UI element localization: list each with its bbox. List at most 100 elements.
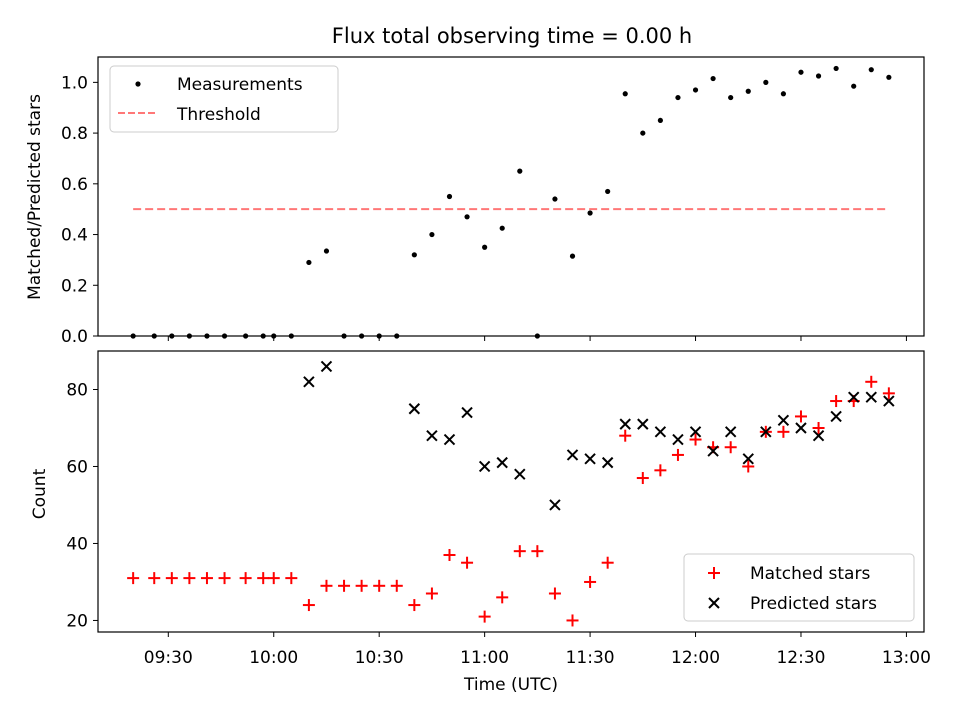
measurement-point	[499, 225, 505, 231]
count-x-tick-label: 11:00	[460, 648, 509, 668]
count-y-tick-label: 20	[66, 611, 88, 631]
matched-star-point	[373, 579, 386, 592]
matched-star-point	[812, 421, 825, 434]
measurement-point	[815, 73, 822, 79]
matched-star-point	[218, 572, 231, 585]
measurement-point	[657, 117, 663, 124]
count-y-tick-label: 40	[66, 534, 88, 554]
predicted-star-point	[742, 453, 754, 465]
matched-star-point	[443, 549, 456, 562]
ratio-legend-box	[109, 65, 339, 133]
count-panel: 20 40 60 80 09:30 10:00 10:30 11:00 11:30 12:00 1…	[30, 350, 931, 695]
predicted-star-point	[830, 410, 842, 423]
measurement-point	[429, 231, 435, 238]
measurement-point	[517, 168, 523, 174]
predicted-star-point	[601, 456, 614, 469]
matched-star-point	[654, 464, 667, 477]
ratio-y-tick-label: 0.4	[61, 226, 88, 246]
matched-star-point	[148, 572, 161, 585]
measurement-point	[868, 67, 874, 73]
predicted-star-point	[689, 426, 702, 438]
measurement-point	[745, 88, 751, 94]
matched-star-point	[257, 572, 270, 585]
count-x-tick-label: 11:30	[566, 648, 615, 668]
matched-star-point	[267, 572, 280, 585]
measurement-point	[833, 65, 839, 72]
measurement-point	[411, 252, 417, 258]
predicted-star-point	[654, 426, 667, 438]
matched-star-point	[689, 433, 702, 446]
predicted-star-point	[514, 468, 526, 480]
predicted-star-point	[672, 433, 684, 446]
ratio-legend: Measurements Threshold	[109, 65, 339, 133]
matched-star-point	[566, 614, 579, 627]
ratio-y-axis: 0.0 0.2 0.4 0.6 0.8 1.0	[61, 73, 98, 347]
matched-star-point	[619, 429, 632, 442]
predicted-star-point	[883, 395, 895, 407]
matched-star-point	[513, 545, 526, 558]
matched-star-point	[408, 599, 421, 612]
ratio-y-tick-label: 0.0	[61, 327, 88, 347]
legend-predicted-label: Predicted stars	[750, 594, 877, 614]
matched-star-point	[338, 579, 351, 592]
measurement-point	[692, 87, 699, 93]
count-series	[127, 360, 895, 627]
figure-title: Flux total observing time = 0.00 h	[332, 24, 692, 48]
ratio-y-axis-label: Matched/Predicted stars	[25, 94, 45, 300]
measurement-point	[675, 94, 681, 101]
matched-star-point	[478, 610, 491, 623]
matched-star-point	[777, 425, 790, 438]
predicted-star-point	[724, 426, 737, 438]
predicted-star-point	[584, 453, 596, 465]
matched-star-point	[794, 410, 807, 423]
count-x-tick-label: 13:00	[882, 648, 931, 668]
predicted-star-point	[408, 403, 421, 415]
measurement-point	[569, 253, 576, 259]
ratio-y-tick-label: 1.0	[61, 73, 88, 93]
matched-star-point	[285, 572, 298, 585]
predicted-star-point	[478, 460, 491, 473]
measurement-point	[482, 244, 488, 250]
matched-star-point	[636, 472, 649, 485]
ratio-y-tick-label: 0.6	[61, 175, 88, 195]
measurement-point	[323, 248, 330, 254]
measurement-point	[464, 214, 470, 220]
predicted-star-point	[707, 445, 719, 457]
legend-predicted-marker	[708, 597, 720, 609]
matched-star-point	[183, 572, 196, 585]
predicted-star-point	[320, 360, 333, 373]
count-y-tick-label: 80	[66, 380, 88, 400]
measurement-point	[640, 130, 646, 136]
count-x-tick-label: 10:00	[249, 648, 298, 668]
predicted-star-point	[303, 376, 315, 388]
predicted-star-point	[795, 422, 807, 434]
matched-star-point	[239, 572, 252, 585]
matched-star-point	[671, 448, 684, 461]
measurement-point	[886, 74, 892, 80]
count-y-tick-label: 60	[66, 457, 88, 477]
matched-star-point	[531, 545, 544, 558]
matched-star-point	[200, 572, 213, 585]
legend-measurements-label: Measurements	[177, 75, 303, 95]
matched-star-point	[865, 375, 878, 388]
predicted-star-point	[847, 391, 860, 403]
measurement-point	[605, 188, 611, 195]
legend-matched-marker	[708, 567, 720, 579]
predicted-star-point	[443, 433, 456, 446]
measurement-point	[710, 75, 716, 82]
predicted-star-point	[496, 456, 508, 469]
matched-star-point	[548, 587, 561, 600]
matched-star-point	[742, 460, 755, 473]
ratio-y-tick-label: 0.2	[61, 276, 88, 296]
predicted-star-point	[426, 429, 438, 442]
predicted-star-point	[549, 499, 561, 511]
matched-star-point	[127, 572, 140, 585]
matched-star-point	[830, 395, 843, 408]
count-x-tick-label: 10:30	[355, 648, 404, 668]
count-legend: Matched stars Predicted stars	[683, 553, 915, 622]
measurements-series	[130, 65, 892, 339]
measurement-point	[587, 210, 593, 216]
measurement-point	[780, 91, 787, 97]
matched-star-point	[601, 556, 614, 569]
measurement-point	[552, 196, 558, 202]
